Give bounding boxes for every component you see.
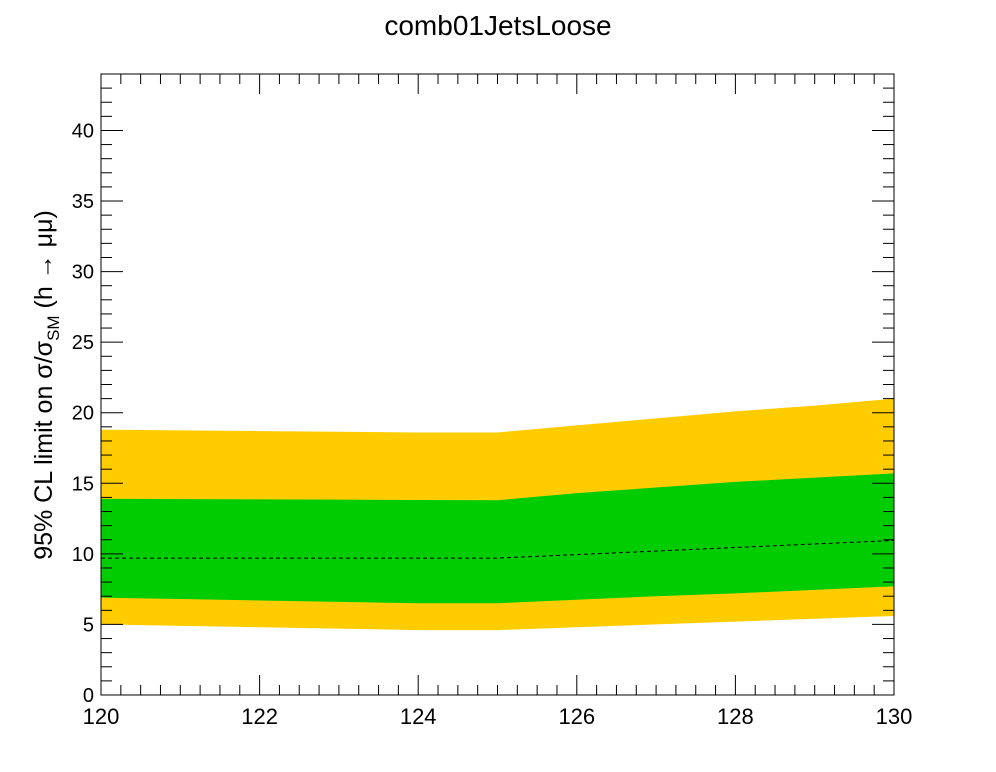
x-tick-label: 120 [83, 704, 120, 729]
x-tick-label: 126 [558, 704, 595, 729]
y-axis-label-layer: 95% CL limit on σ/σSM (h → μμ) [30, 210, 63, 560]
bands-layer [101, 398, 894, 631]
y-tick-label: 20 [72, 403, 94, 425]
y-tick-label: 30 [72, 262, 94, 284]
chart-title: comb01JetsLoose [384, 10, 612, 41]
ticks-layer [100, 73, 895, 696]
y-axis-label: 95% CL limit on σ/σSM (h → μμ) [30, 210, 63, 560]
y-axis-label-suffix: (h → μμ) [30, 210, 58, 315]
y-tick-label: 10 [72, 544, 94, 566]
x-tick-label: 128 [717, 704, 754, 729]
tick-labels-layer: 120 122 124 126 128 130 0 5 10 15 20 25 30 35 40 [72, 120, 913, 729]
y-tick-label: 0 [83, 685, 94, 707]
band-1sigma [101, 473, 894, 604]
y-tick-label: 25 [72, 332, 94, 354]
y-tick-label: 40 [72, 120, 94, 142]
expected-median-line [101, 539, 895, 559]
x-tick-label: 122 [241, 704, 278, 729]
y-axis-label-main: 95% CL limit on σ/σ [30, 340, 58, 559]
x-tick-label: 130 [876, 704, 913, 729]
y-tick-label: 5 [83, 614, 94, 636]
x-tick-label: 124 [400, 704, 437, 729]
y-tick-label: 15 [72, 473, 94, 495]
y-tick-label: 35 [72, 191, 94, 213]
median-line-layer [101, 539, 895, 559]
y-axis-label-subscript: SM [44, 315, 63, 341]
